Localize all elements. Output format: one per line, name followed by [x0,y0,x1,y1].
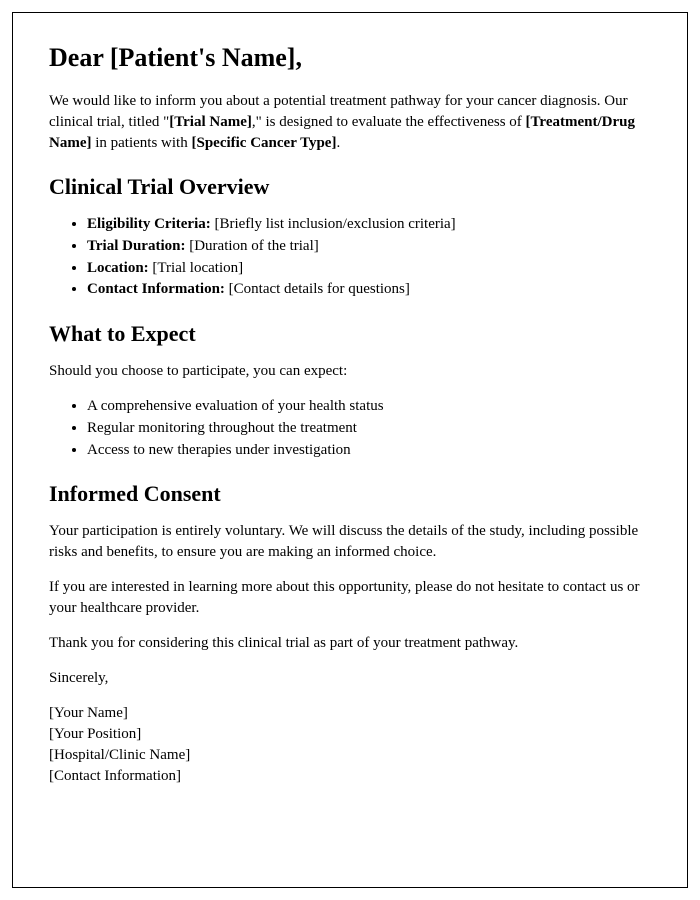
intro-paragraph: We would like to inform you about a pote… [49,91,651,154]
consent-p1: Your participation is entirely voluntary… [49,521,651,563]
signature-block: [Your Name] [Your Position] [Hospital/Cl… [49,703,651,787]
overview-item-value: [Contact details for questions] [225,281,410,297]
expect-item: A comprehensive evaluation of your healt… [87,396,651,418]
consent-p2: If you are interested in learning more a… [49,577,651,619]
intro-text-4: . [336,135,340,151]
expect-item: Access to new therapies under investigat… [87,440,651,462]
intro-text-3: in patients with [91,135,191,151]
overview-list: Eligibility Criteria: [Briefly list incl… [87,214,651,301]
overview-item-value: [Briefly list inclusion/exclusion criter… [211,216,456,232]
cancer-type: [Specific Cancer Type] [191,135,336,151]
trial-name: [Trial Name] [169,114,252,130]
overview-item-label: Location: [87,260,149,276]
signature-line: [Contact Information] [49,766,651,787]
salutation-prefix: Dear [49,43,110,72]
overview-item: Contact Information: [Contact details fo… [87,279,651,301]
overview-item: Eligibility Criteria: [Briefly list incl… [87,214,651,236]
overview-item-label: Trial Duration: [87,238,185,254]
overview-item: Trial Duration: [Duration of the trial] [87,236,651,258]
overview-item-value: [Trial location] [149,260,243,276]
consent-p3: Thank you for considering this clinical … [49,633,651,654]
salutation: Dear [Patient's Name], [49,43,651,73]
expect-lead: Should you choose to participate, you ca… [49,361,651,382]
expect-item: Regular monitoring throughout the treatm… [87,418,651,440]
consent-heading: Informed Consent [49,481,651,507]
overview-heading: Clinical Trial Overview [49,174,651,200]
overview-item-value: [Duration of the trial] [185,238,318,254]
expect-heading: What to Expect [49,321,651,347]
letter-page: Dear [Patient's Name], We would like to … [12,12,688,888]
overview-item-label: Contact Information: [87,281,225,297]
signature-line: [Your Name] [49,703,651,724]
overview-item-label: Eligibility Criteria: [87,216,211,232]
valediction: Sincerely, [49,668,651,689]
overview-item: Location: [Trial location] [87,258,651,280]
signature-line: [Hospital/Clinic Name] [49,745,651,766]
signature-line: [Your Position] [49,724,651,745]
salutation-suffix: , [295,43,302,72]
intro-text-2: ," is designed to evaluate the effective… [252,114,526,130]
expect-list: A comprehensive evaluation of your healt… [87,396,651,461]
salutation-name: [Patient's Name] [110,43,296,72]
